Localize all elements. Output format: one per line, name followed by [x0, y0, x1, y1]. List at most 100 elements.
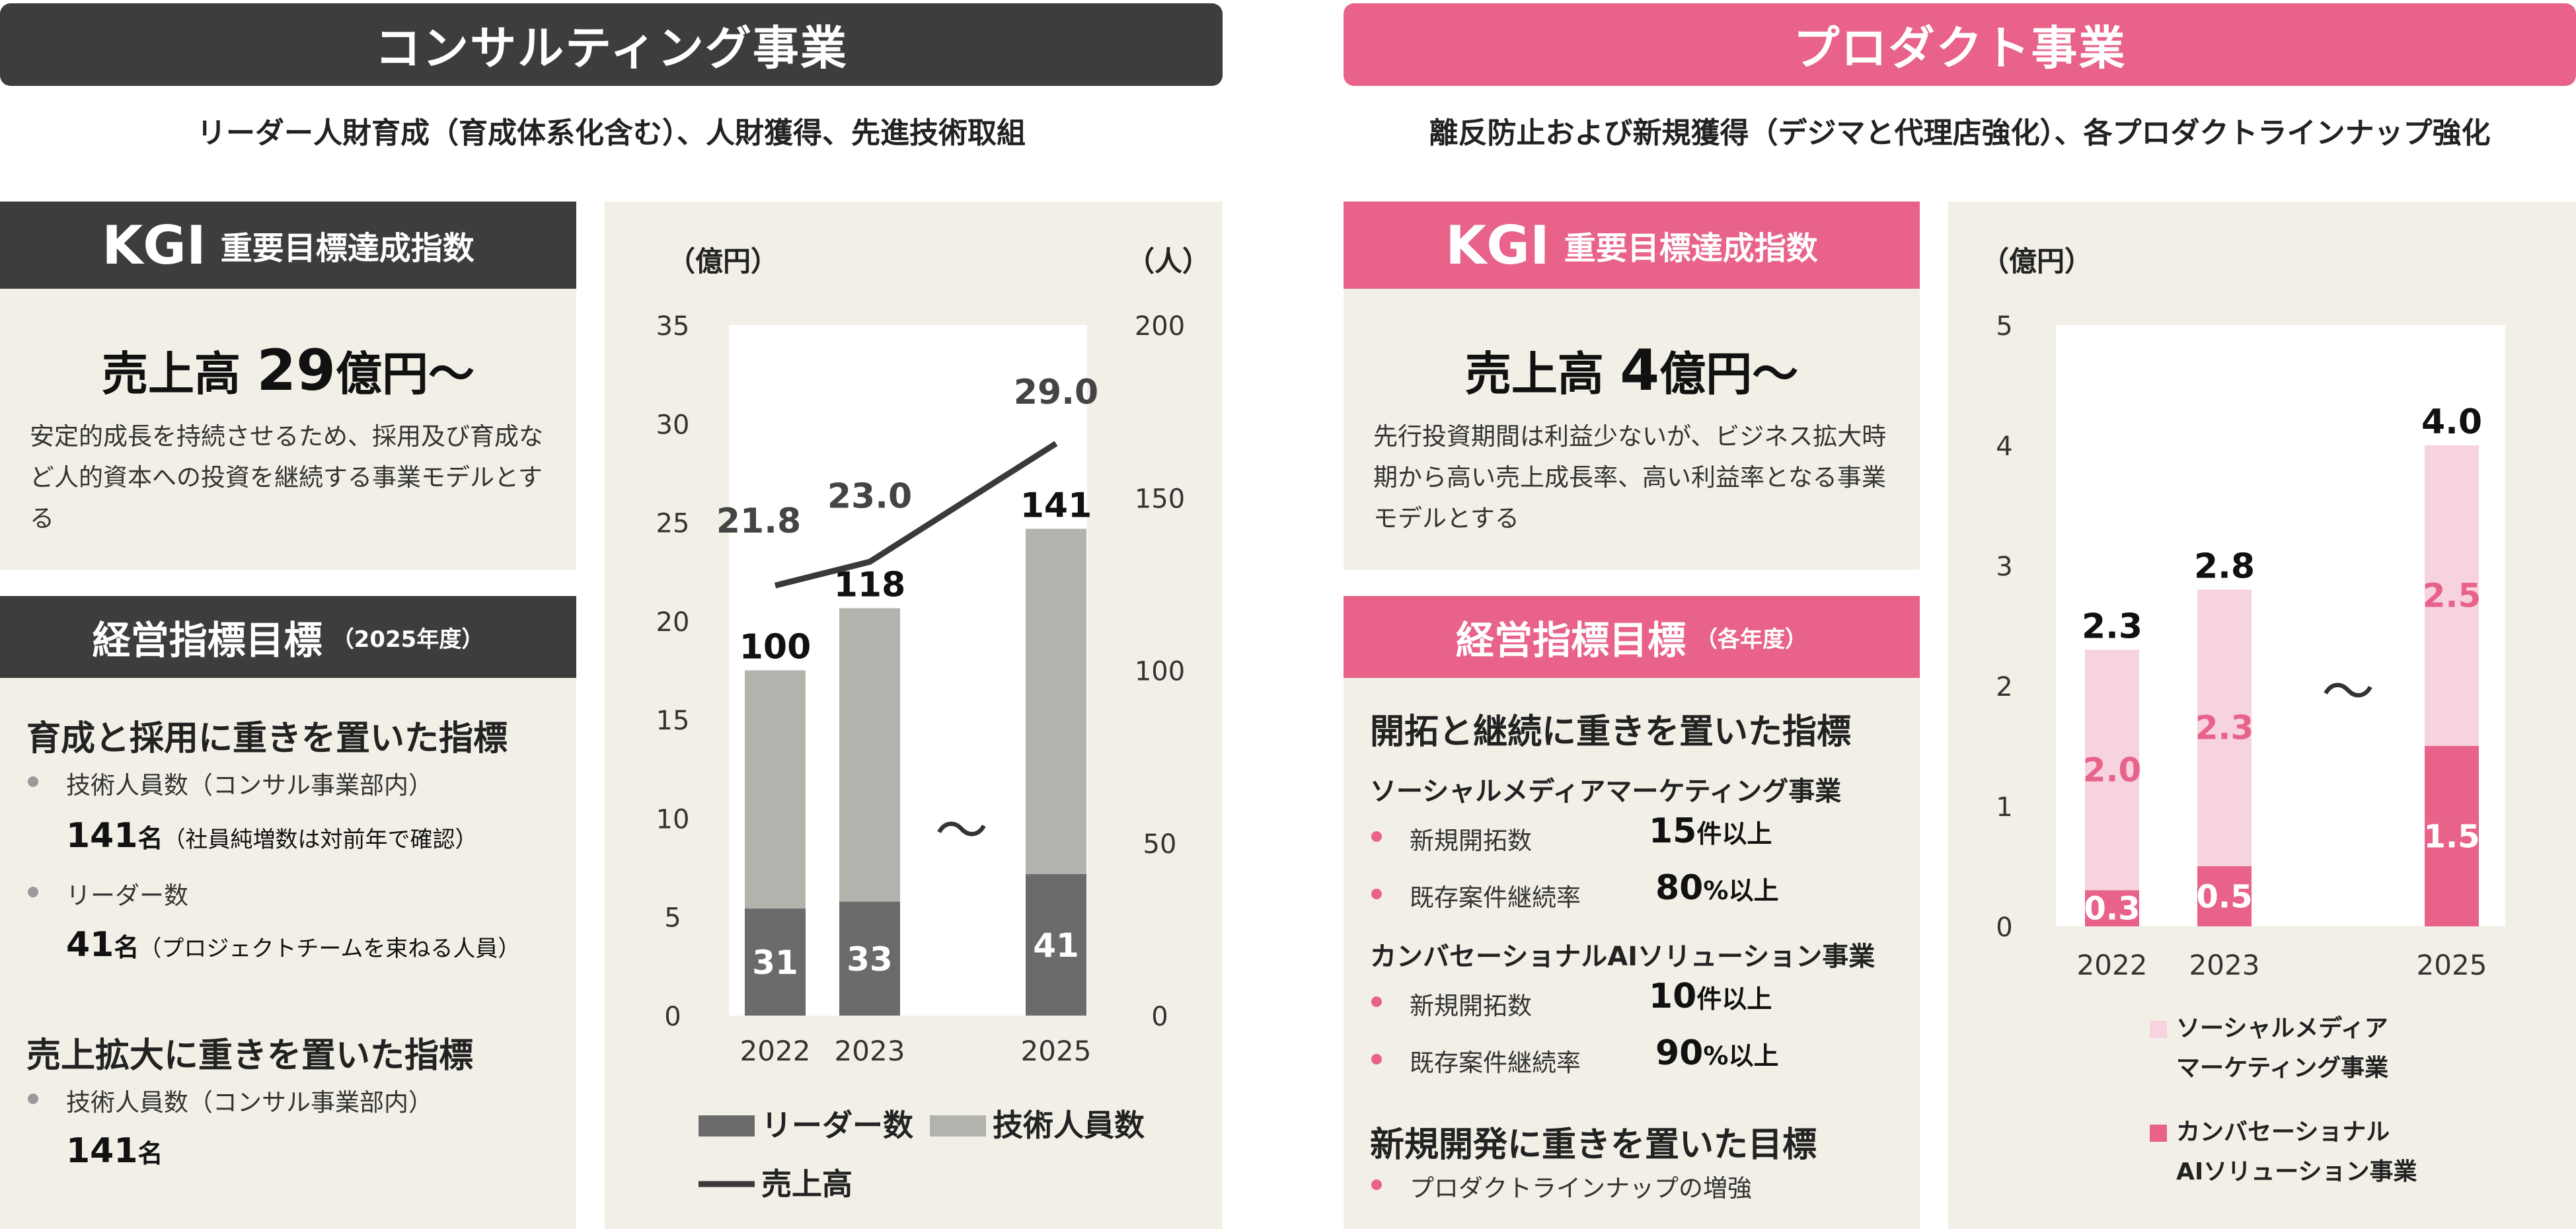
label-social-media: 2.0 [2083, 751, 2142, 789]
consulting-kgi-main: 売上高 29億円～ [0, 337, 576, 404]
consulting-kgi-description: 安定的成長を持続させるため、採用及び育成など人的資本への投資を継続する事業モデル… [30, 422, 543, 533]
product-banner: プロダクト事業 [1344, 3, 2576, 86]
label-social-media: 2.3 [2195, 709, 2254, 747]
label-conversational-ai: 1.5 [2423, 819, 2480, 856]
bullet-dot [1371, 1054, 1382, 1064]
kgi-label-sub: 重要目標達成指数 [220, 230, 474, 267]
y-axis-label: （億円） [1981, 245, 2092, 278]
x-tick-label: 2022 [740, 1035, 811, 1067]
y2-tick-label: 150 [1135, 484, 1185, 514]
kgi-label: KGI [102, 214, 206, 276]
bullet-dot [28, 887, 38, 897]
label-leaders: 31 [752, 944, 798, 982]
bullet-retention-2: 既存案件継続率 [1410, 1049, 1581, 1077]
bar-conversational-ai [2197, 866, 2252, 926]
label-total: 4.0 [2421, 402, 2482, 442]
value-tech-staff: 141名（社員純増数は対前年で確認） [66, 816, 478, 856]
y-tick-label: 5 [664, 903, 681, 934]
y-tick-label: 15 [656, 706, 690, 736]
y2-tick-label: 200 [1135, 311, 1185, 342]
bullet-new-acq-1: 新規開拓数 [1410, 827, 1532, 855]
axis-break-symbol: ～ [2322, 661, 2374, 723]
value-leaders: 41名（プロジェクトチームを束ねる人員） [66, 925, 521, 965]
bullet-dot [1371, 1179, 1382, 1190]
label-total: 141 [1020, 486, 1092, 525]
consulting-kgi-header: KGI 重要目標達成指数 [0, 202, 576, 289]
bar-tech-staff [1026, 529, 1086, 874]
bar-conversational-ai [2085, 890, 2139, 926]
bar-social-media [2425, 445, 2479, 746]
consulting-subtitle: リーダー人財育成（育成体系化含む）、人財獲得、先進技術取組 [197, 116, 1026, 150]
y-tick-label: 0 [1996, 912, 2012, 943]
y2-tick-label: 0 [1151, 1002, 1168, 1032]
label-total: 100 [739, 628, 812, 667]
y-tick-label: 20 [656, 607, 690, 638]
sub-conversational-ai: カンバセーショナルAIソリューション事業 [1370, 942, 1875, 972]
legend-swatch-tech [930, 1115, 986, 1136]
x-tick-label: 2023 [2189, 949, 2260, 981]
y-tick-label: 35 [656, 311, 690, 342]
label-total: 2.3 [2082, 607, 2142, 646]
bullet-dot [1371, 996, 1382, 1007]
bullet-dot [28, 1094, 38, 1104]
consulting-kgi-panel [0, 289, 576, 570]
bullet-leaders: リーダー数 [66, 881, 188, 910]
label-conversational-ai: 0.5 [2196, 879, 2252, 916]
bullet-dot [1371, 889, 1382, 899]
product-title: プロダクト事業 [1793, 21, 2127, 75]
y-tick-label: 30 [656, 410, 690, 440]
mgmt-title-sub: （2025年度） [331, 626, 484, 653]
value-new-acq-2: 10件以上 [1649, 977, 1772, 1016]
product-chart: （億円） 0 1 2 3 4 5 0.3 2.0 2.3 2022 0.5 2.3 2.8 2023 1.5 2… [1981, 245, 2505, 1185]
legend-label-leaders: リーダー数 [761, 1107, 913, 1143]
x-tick-label: 2025 [1021, 1035, 1092, 1067]
y2-axis-label: （人） [1127, 245, 1210, 278]
section-acquisition-retention: 開拓と継続に重きを置いた指標 [1370, 712, 1852, 752]
kgi-main-number: 29 [256, 338, 336, 404]
legend-swatch-conversational-ai [2150, 1125, 2167, 1142]
x-tick-label: 2023 [835, 1035, 905, 1067]
y2-tick-label: 50 [1143, 829, 1177, 860]
sub-social-media: ソーシャルメディアマーケティング事業 [1370, 776, 1842, 807]
consulting-mgmt-header: 経営指標目標 （2025年度） [0, 596, 576, 678]
section-new-development: 新規開発に重きを置いた目標 [1370, 1125, 1817, 1165]
label-total: 2.8 [2194, 546, 2255, 586]
bar-leaders [839, 901, 900, 1016]
label-sales: 23.0 [827, 476, 912, 516]
bullet-dot [1371, 831, 1382, 842]
legend-label-social-media-1: ソーシャルメディア [2176, 1014, 2388, 1042]
legend-swatch-social-media [2150, 1021, 2167, 1038]
bar-social-media [2197, 589, 2252, 866]
y-tick-label: 2 [1996, 672, 2012, 702]
y-axis-label: （億円） [667, 245, 778, 278]
x-tick-label: 2022 [2077, 949, 2148, 981]
label-sales: 21.8 [716, 502, 801, 541]
product-subtitle: 離反防止および新規獲得（デジマと代理店強化）、各プロダクトラインナップ強化 [1429, 116, 2491, 150]
legend-label-sales: 売上高 [761, 1166, 852, 1202]
bullet-retention-1: 既存案件継続率 [1410, 883, 1581, 912]
product-kgi-description: 先行投資期間は利益少ないが、ビジネス拡大時期から高い売上成長率、高い利益率となる… [1373, 422, 1887, 533]
legend-swatch-leaders [699, 1115, 755, 1136]
product-kgi-main: 売上高 4億円～ [1464, 338, 1799, 404]
legend-label-social-media-2: マーケティング事業 [2176, 1055, 2388, 1082]
kgi-main-prefix: 売上高 [101, 347, 241, 401]
product-kgi-header: KGI 重要目標達成指数 [1344, 202, 1920, 289]
product-mgmt-panel [1344, 678, 1920, 1229]
section-training-hiring: 育成と採用に重きを置いた指標 [26, 719, 508, 759]
x-tick-label: 2025 [2417, 949, 2487, 981]
bullet-product-lineup: プロダクトラインナップの増強 [1410, 1174, 1752, 1203]
bar-tech-staff [745, 670, 806, 909]
label-social-media: 2.5 [2423, 577, 2481, 615]
bar-conversational-ai [2425, 746, 2479, 926]
y-tick-label: 4 [1996, 431, 2012, 462]
y-tick-label: 0 [664, 1002, 681, 1032]
y-tick-label: 1 [1996, 792, 2012, 823]
section-sales-expansion: 売上拡大に重きを置いた指標 [26, 1036, 474, 1076]
product-mgmt-header: 経営指標目標 （各年度） [1344, 596, 1920, 678]
y-tick-label: 10 [656, 804, 690, 835]
bullet-new-acq-2: 新規開拓数 [1410, 992, 1532, 1020]
legend-label-conversational-ai-1: カンバセーショナル [2176, 1119, 2390, 1146]
consulting-title: コンサルティング事業 [375, 21, 848, 75]
value-new-acq-1: 15件以上 [1649, 811, 1772, 851]
value-retention-1: 80%以上 [1655, 868, 1779, 908]
